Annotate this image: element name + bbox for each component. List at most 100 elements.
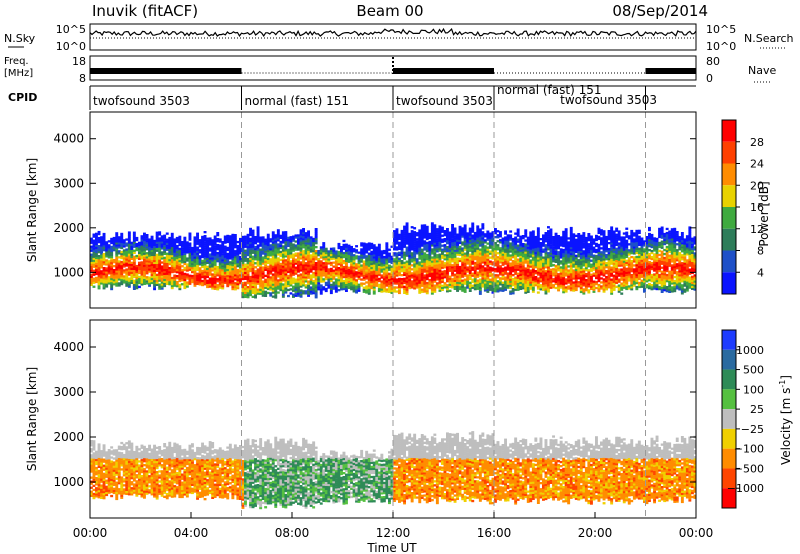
power-cell: [345, 271, 348, 274]
power-cell: [165, 272, 169, 275]
power-cell: [312, 288, 316, 291]
power-cell: [117, 276, 121, 279]
power-cell: [362, 260, 366, 263]
power-cell: [309, 282, 313, 285]
power-cell: [494, 276, 497, 279]
power-cell: [423, 286, 427, 289]
power-cell: [155, 275, 159, 278]
power-cell: [458, 225, 462, 229]
power-cell: [574, 288, 578, 292]
power-cell: [367, 268, 371, 271]
power-cell: [279, 286, 283, 290]
power-cell: [345, 255, 348, 258]
power-cell: [448, 267, 452, 270]
power-cell: [385, 282, 389, 285]
power-cell: [461, 267, 465, 270]
power-cell: [494, 270, 497, 273]
power-cell: [130, 261, 134, 264]
power-cell: [554, 260, 558, 263]
power-cell: [536, 283, 540, 286]
power-cell: [471, 234, 475, 237]
power-cell: [405, 280, 409, 283]
power-cell: [448, 257, 452, 260]
freq-trace: [90, 57, 696, 74]
power-cell: [284, 279, 288, 282]
power-cell: [539, 246, 543, 249]
power-cell: [97, 238, 101, 242]
power-cell: [372, 272, 376, 275]
power-cell: [120, 256, 124, 260]
power-cell: [456, 241, 459, 244]
power-cell: [178, 263, 182, 267]
power-cell: [307, 250, 310, 253]
power-cell: [173, 274, 177, 277]
power-cell: [461, 287, 465, 290]
power-cell: [473, 271, 477, 275]
power-cell: [430, 288, 434, 291]
power-cell: [170, 234, 174, 238]
power-cell: [398, 261, 401, 264]
power-cell: [304, 240, 308, 243]
power-cell: [165, 248, 169, 251]
power-cell: [274, 264, 278, 267]
power-cell: [226, 236, 230, 240]
power-cell: [554, 270, 558, 274]
power-cell: [163, 270, 167, 273]
power-cell: [241, 261, 245, 265]
power-cell: [481, 245, 485, 248]
power-cell: [435, 232, 439, 235]
beam-title: Beam 00: [356, 2, 423, 20]
power-cell: [249, 233, 252, 237]
power-cell: [221, 257, 225, 260]
power-cell: [451, 254, 454, 257]
power-cell: [251, 257, 255, 260]
power-cell: [127, 239, 131, 242]
power-cell: [110, 237, 114, 241]
power-cell: [491, 285, 495, 288]
power-cell: [405, 240, 409, 243]
power-cell: [203, 247, 207, 250]
power-cell: [410, 254, 414, 257]
power-cell: [317, 250, 321, 253]
power-cell: [377, 245, 381, 248]
power-cell: [213, 257, 217, 260]
power-cell: [284, 289, 288, 292]
power-cell: [175, 236, 179, 240]
power-cell: [405, 232, 409, 235]
power-cell: [400, 237, 404, 241]
power-cell: [120, 260, 124, 264]
power-cell: [287, 280, 290, 284]
power-cell: [420, 234, 424, 237]
power-cell: [430, 268, 434, 271]
power-cell: [486, 276, 490, 279]
power-cell: [256, 282, 260, 285]
power-cell: [393, 282, 396, 285]
power-cell: [488, 234, 492, 237]
power-cell: [256, 254, 260, 257]
power-cell: [377, 257, 381, 260]
power-cell: [463, 242, 467, 245]
power-cell: [501, 251, 505, 254]
power-cell: [577, 233, 581, 236]
power-cell: [415, 278, 419, 281]
power-cell: [264, 266, 268, 269]
power-cell: [122, 279, 126, 282]
power-cell: [564, 244, 568, 247]
power-cell: [506, 260, 510, 263]
power-cell: [521, 245, 525, 248]
power-cell: [107, 240, 111, 243]
power-cell: [539, 268, 543, 271]
power-cell: [483, 249, 487, 252]
power-cell: [132, 285, 136, 288]
power-cell: [564, 264, 568, 267]
power-cell: [549, 272, 553, 275]
power-cell: [415, 286, 419, 289]
power-cell: [251, 267, 255, 270]
power-cell: [536, 237, 540, 240]
power-cell: [226, 282, 230, 286]
power-cell: [534, 266, 538, 269]
power-cell: [297, 286, 300, 289]
power-cell: [216, 240, 220, 243]
power-cell: [491, 269, 495, 272]
power-cell: [297, 280, 300, 283]
